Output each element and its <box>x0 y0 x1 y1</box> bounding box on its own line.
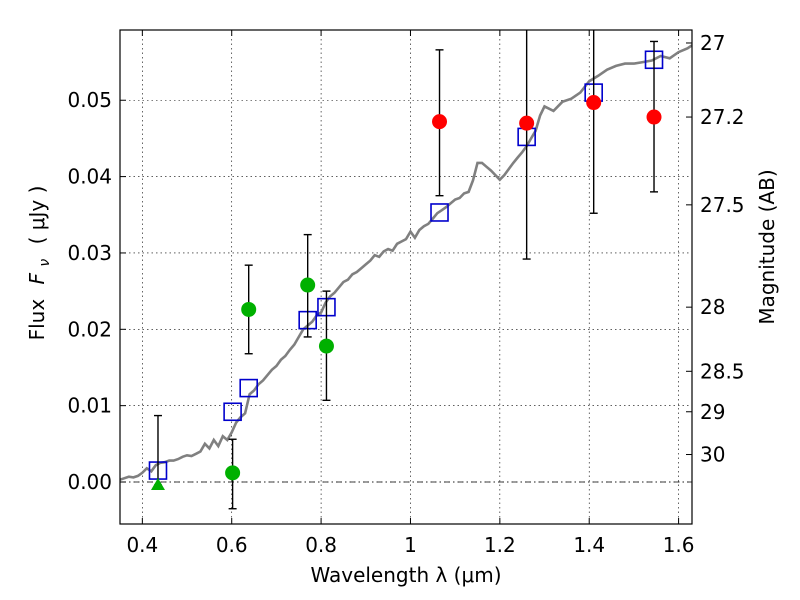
observed-flux-point <box>646 109 662 125</box>
y-tick-label: 0.04 <box>67 165 112 189</box>
observed-flux-point <box>225 465 241 481</box>
y-axis-label: Flux F ν ( μJy ) <box>25 186 54 341</box>
x-axis-label: Wavelength λ (μm) <box>310 563 501 587</box>
ticks: 0.4 0.6 0.8 1 1.2 1.4 1.6 0.00 0.01 0.02 0.03 0.04 0… <box>67 30 745 557</box>
x-tick-label: 1.4 <box>573 533 605 557</box>
plot-clipped-group <box>120 30 692 510</box>
plot-frame <box>119 29 693 525</box>
plot-area <box>120 30 692 510</box>
observed-flux-point <box>432 114 448 130</box>
y-axis-label-units: ( μJy ) <box>25 186 49 245</box>
y-tick-label: 0.01 <box>67 394 112 418</box>
observed-flux-point <box>586 95 602 111</box>
y2-tick-label: 29 <box>700 400 725 424</box>
y2-tick-label: 27.5 <box>700 193 745 217</box>
observed-flux-point <box>519 115 535 131</box>
secondary-y-axis-label: Magnitude (AB) <box>755 169 779 324</box>
y-axis-label-subscript: ν <box>37 259 53 267</box>
y2-tick-label: 30 <box>700 443 725 467</box>
y-tick-label: 0.02 <box>67 317 112 341</box>
model-spectrum-line <box>120 44 692 481</box>
x-tick-label: 0.8 <box>305 533 337 557</box>
y2-tick-label: 27 <box>700 31 725 55</box>
x-tick-label: 1 <box>404 533 417 557</box>
x-tick-label: 0.4 <box>126 533 158 557</box>
observed-flux-point <box>241 301 257 317</box>
y-axis-label-text: Flux <box>25 299 49 341</box>
model-photometry-square <box>239 378 258 398</box>
y2-tick-label: 27.2 <box>700 105 745 129</box>
x-tick-label: 1.2 <box>484 533 516 557</box>
y-axis-label-symbol: F <box>25 272 49 284</box>
y2-tick-label: 28 <box>700 295 725 319</box>
y2-tick-label: 28.5 <box>700 359 745 383</box>
model-photometry-square <box>223 402 242 422</box>
y-tick-label: 0.03 <box>67 241 112 265</box>
y-tick-label: 0.00 <box>67 470 112 494</box>
observed-flux-point <box>300 277 316 293</box>
upper-limit-triangle <box>150 478 165 491</box>
observed-flux-point <box>318 338 334 354</box>
x-tick-label: 1.6 <box>663 533 695 557</box>
model-photometry-square <box>430 203 449 222</box>
x-tick-label: 0.6 <box>216 533 248 557</box>
y-tick-label: 0.05 <box>67 88 112 112</box>
